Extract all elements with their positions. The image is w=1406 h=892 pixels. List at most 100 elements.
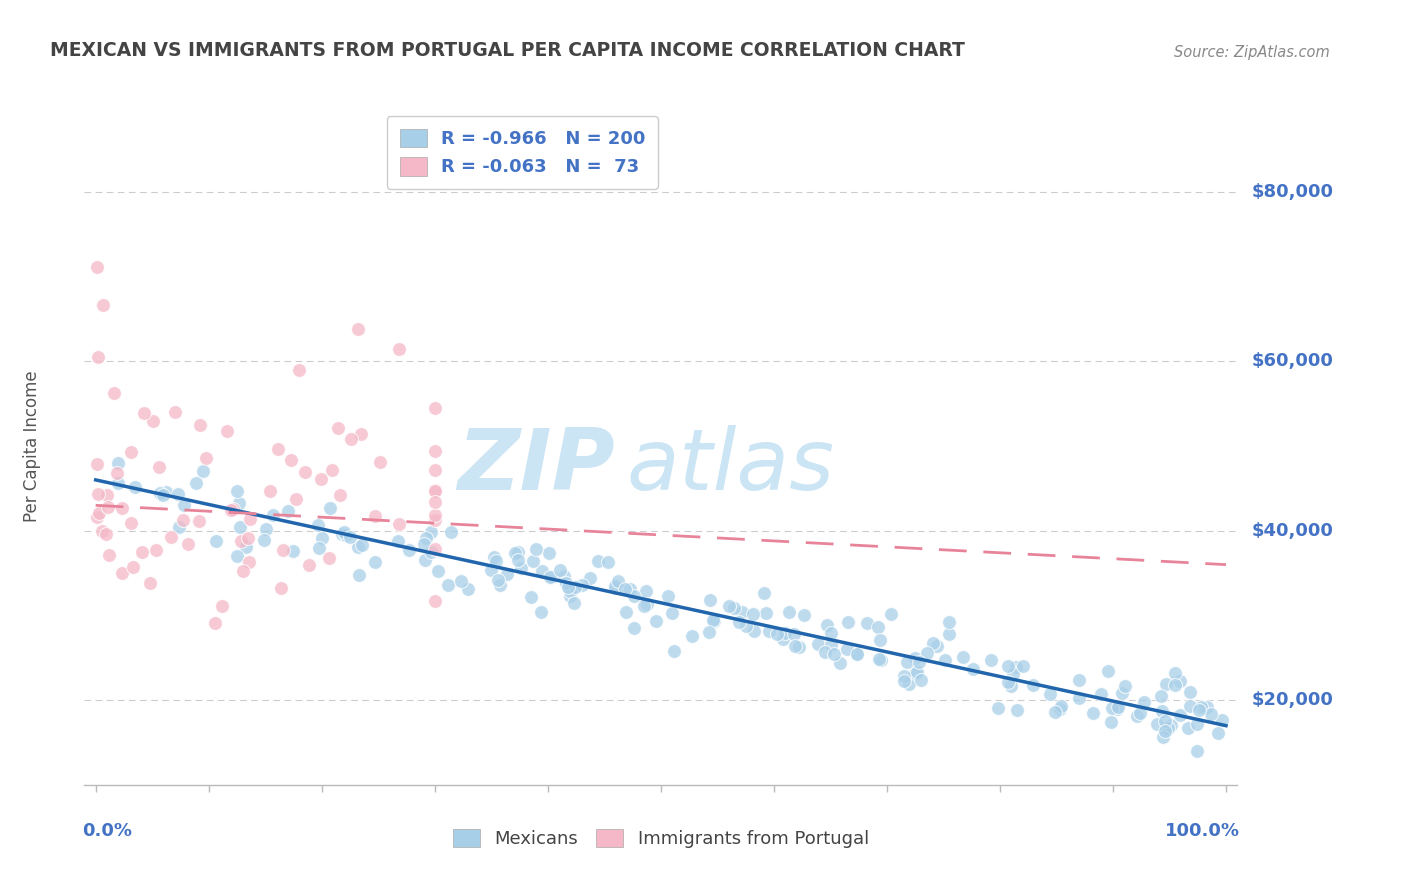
Point xyxy=(236,531,259,545)
Point xyxy=(702,613,724,627)
Point xyxy=(204,615,226,630)
Point xyxy=(605,581,627,595)
Point xyxy=(1208,726,1230,740)
Point xyxy=(239,512,262,526)
Point xyxy=(1154,714,1177,729)
Point xyxy=(321,463,343,477)
Point xyxy=(524,541,547,556)
Point xyxy=(363,555,385,569)
Point xyxy=(793,608,815,623)
Point xyxy=(548,563,571,577)
Point xyxy=(1177,722,1199,736)
Point xyxy=(294,465,316,479)
Point xyxy=(173,499,195,513)
Point xyxy=(785,640,807,654)
Text: $80,000: $80,000 xyxy=(1251,183,1333,201)
Point xyxy=(893,669,915,683)
Point xyxy=(904,650,927,665)
Point xyxy=(742,624,765,638)
Point xyxy=(283,544,305,558)
Point xyxy=(328,421,350,435)
Point xyxy=(217,425,239,439)
Point xyxy=(1152,704,1174,718)
Point xyxy=(91,524,114,538)
Point xyxy=(423,508,446,523)
Point xyxy=(188,417,211,432)
Point xyxy=(540,570,562,584)
Point xyxy=(329,488,352,502)
Point xyxy=(522,554,544,568)
Point xyxy=(486,573,509,587)
Point xyxy=(86,457,108,471)
Point xyxy=(752,586,775,600)
Point xyxy=(142,414,165,428)
Point xyxy=(571,578,593,592)
Point xyxy=(1211,713,1233,727)
Point xyxy=(86,260,108,274)
Point xyxy=(177,537,200,551)
Point xyxy=(1185,716,1208,731)
Point xyxy=(347,540,370,554)
Point xyxy=(1129,706,1152,720)
Point xyxy=(1067,673,1090,687)
Point xyxy=(657,589,679,603)
Point xyxy=(388,342,411,356)
Point xyxy=(271,543,294,558)
Point xyxy=(636,598,658,612)
Point xyxy=(398,542,420,557)
Point xyxy=(699,593,721,607)
Point xyxy=(1069,690,1091,705)
Point xyxy=(97,500,120,515)
Point xyxy=(555,575,578,590)
Point xyxy=(253,533,276,548)
Point xyxy=(423,495,446,509)
Point xyxy=(91,297,114,311)
Point xyxy=(87,506,110,520)
Point xyxy=(166,487,188,501)
Point xyxy=(603,579,626,593)
Point xyxy=(503,546,526,560)
Point xyxy=(479,563,502,577)
Text: 100.0%: 100.0% xyxy=(1164,822,1240,840)
Point xyxy=(1189,700,1212,714)
Point xyxy=(423,444,446,458)
Point xyxy=(718,599,741,613)
Point xyxy=(837,615,859,630)
Point xyxy=(987,700,1010,714)
Point xyxy=(419,525,441,540)
Point xyxy=(952,650,974,665)
Point xyxy=(96,487,118,501)
Point xyxy=(86,350,108,364)
Point xyxy=(755,606,778,620)
Point xyxy=(904,666,927,681)
Point xyxy=(187,515,209,529)
Point xyxy=(586,554,609,568)
Point xyxy=(869,633,891,648)
Point xyxy=(922,635,945,649)
Point xyxy=(496,567,519,582)
Point xyxy=(772,632,794,646)
Point xyxy=(1002,666,1025,681)
Point xyxy=(1126,709,1149,723)
Point xyxy=(846,647,869,661)
Point xyxy=(564,580,586,594)
Point xyxy=(787,640,810,655)
Point xyxy=(339,530,361,544)
Point xyxy=(661,607,683,621)
Point xyxy=(229,520,252,534)
Point xyxy=(222,502,245,516)
Point xyxy=(1111,686,1133,700)
Point xyxy=(364,508,387,523)
Point xyxy=(413,553,436,567)
Point xyxy=(232,564,254,578)
Point xyxy=(702,614,724,628)
Point xyxy=(510,561,533,575)
Point xyxy=(814,645,837,659)
Point xyxy=(538,546,561,560)
Point xyxy=(266,442,288,456)
Text: 0.0%: 0.0% xyxy=(82,822,132,840)
Point xyxy=(225,483,247,498)
Point xyxy=(423,594,446,608)
Point xyxy=(120,445,142,459)
Point xyxy=(1133,695,1156,709)
